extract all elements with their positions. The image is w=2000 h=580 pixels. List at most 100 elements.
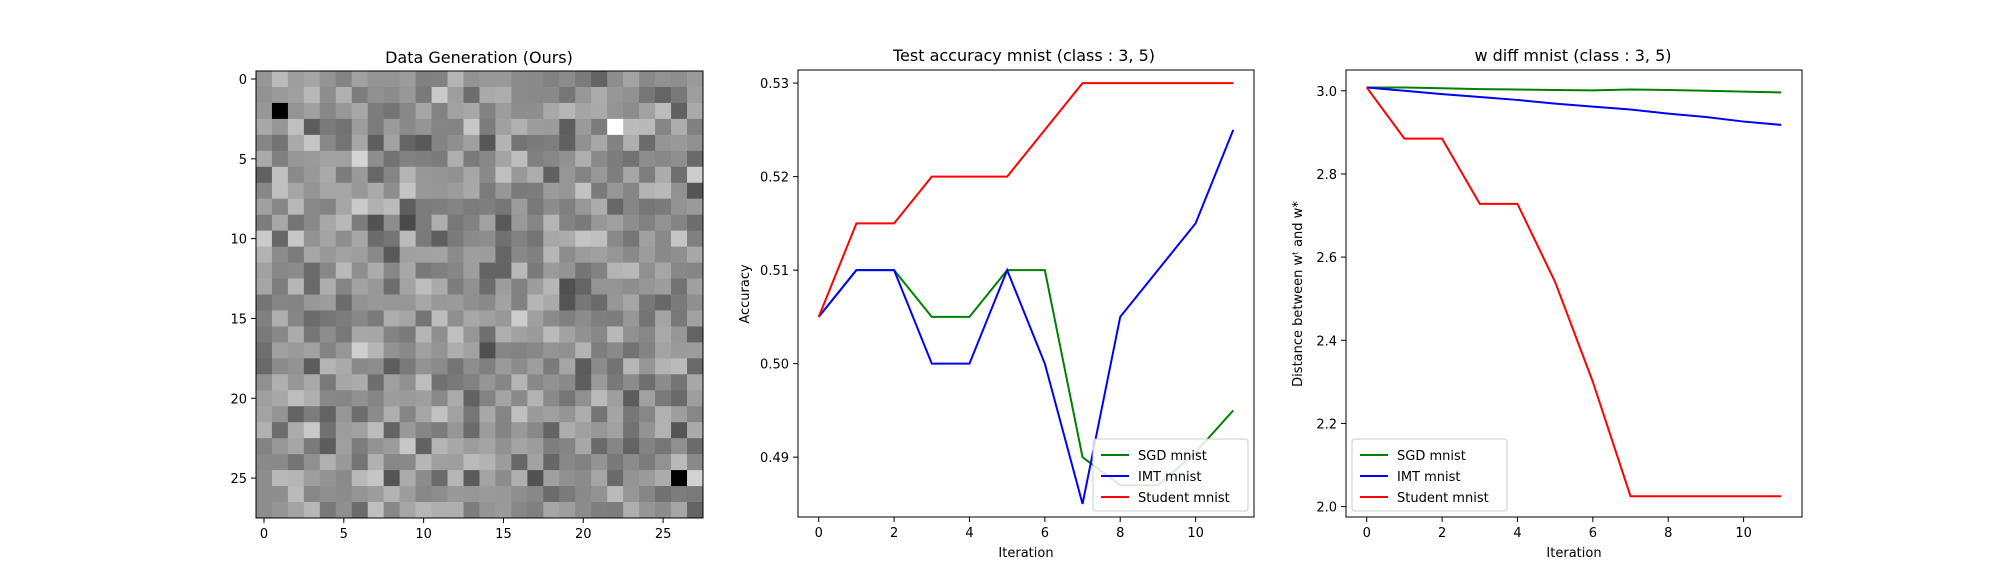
heatmap-cell: [559, 166, 576, 184]
heatmap-cell: [687, 86, 704, 104]
heatmap-cell: [575, 310, 592, 327]
heatmap-cell: [639, 358, 656, 375]
heatmap-cell: [319, 454, 337, 471]
heatmap-cell: [303, 86, 321, 104]
heatmap-cell: [367, 118, 385, 136]
heatmap-cell: [463, 182, 480, 200]
heatmap-cell: [303, 294, 321, 311]
heatmap-cell: [287, 294, 305, 311]
heatmap-cell: [351, 390, 369, 407]
accuracy-legend: SGD mnist IMT mnist Student mnist: [1092, 438, 1249, 512]
heatmap-cell: [415, 358, 432, 375]
heatmap-cell: [527, 150, 544, 168]
heatmap-cell: [543, 390, 560, 407]
heatmap-cell: [527, 374, 544, 391]
heatmap-cell: [319, 262, 337, 279]
heatmap-cell: [399, 470, 417, 487]
heatmap-cell: [383, 454, 401, 471]
heatmap-cell: [399, 294, 417, 311]
heatmap-cell: [655, 71, 672, 88]
heatmap-cell: [495, 150, 512, 168]
heatmap-cell: [655, 166, 672, 184]
heatmap-cell: [623, 358, 640, 375]
heatmap-cell: [383, 358, 401, 375]
heatmap-x-ticks: 0 5 10 15 20 25: [260, 518, 671, 542]
heatmap-cell: [671, 86, 688, 104]
heatmap-cell: [256, 246, 273, 263]
heatmap-cell: [335, 134, 353, 152]
heatmap-cell: [575, 134, 592, 152]
heatmap-cell: [271, 198, 289, 216]
heatmap-cell: [431, 326, 448, 343]
heatmap-cell: [383, 390, 401, 407]
heatmap-cell: [256, 486, 273, 503]
heatmap-cell: [367, 86, 385, 104]
heatmap-cell: [607, 342, 624, 359]
heatmap-cell: [559, 134, 576, 152]
heatmap-cell: [543, 438, 560, 455]
heatmap-cell: [527, 166, 544, 184]
heatmap-cell: [623, 118, 640, 136]
heatmap-cell: [511, 406, 528, 423]
heatmap-cell: [591, 406, 608, 423]
heatmap-cell: [623, 134, 640, 152]
heatmap-cell: [639, 406, 656, 423]
heatmap-cell: [607, 278, 624, 295]
heatmap-cell: [271, 214, 289, 232]
heatmap-cell: [607, 390, 624, 407]
heatmap-cell: [319, 374, 337, 391]
heatmap-cell: [447, 342, 464, 359]
heatmap-cell: [463, 71, 480, 88]
heatmap-cell: [607, 502, 624, 519]
heatmap-cell: [479, 166, 496, 184]
heatmap-cell: [383, 310, 401, 327]
heatmap-cell: [591, 294, 608, 311]
heatmap-cell: [559, 71, 576, 88]
heatmap-cell: [431, 422, 448, 439]
heatmap-cell: [415, 470, 432, 487]
heatmap-cell: [607, 134, 624, 152]
heatmap-cell: [447, 470, 464, 487]
heatmap-cell: [575, 342, 592, 359]
heatmap-cell: [495, 470, 512, 487]
heatmap-cell: [351, 326, 369, 343]
heatmap-cell: [479, 102, 496, 120]
heatmap-cell: [607, 150, 624, 168]
series-line: [1366, 86, 1782, 126]
heatmap-cell: [463, 86, 480, 104]
x-tick-label: 0: [815, 526, 823, 541]
heatmap-cell: [256, 230, 273, 247]
heatmap-cell: [303, 422, 321, 439]
x-tick-label: 20: [575, 527, 592, 542]
y-tick-label: 0.51: [760, 264, 789, 279]
heatmap-cell: [383, 278, 401, 295]
heatmap-cell: [335, 438, 353, 455]
heatmap-cell: [623, 422, 640, 439]
heatmap-cell: [319, 134, 337, 152]
heatmap-cell: [687, 422, 704, 439]
heatmap-cell: [543, 470, 560, 487]
heatmap-cell: [623, 390, 640, 407]
legend-label: SGD mnist: [1138, 449, 1207, 464]
y-tick-label: 3.0: [1316, 85, 1337, 100]
heatmap-cell: [431, 262, 448, 279]
heatmap-cell: [399, 310, 417, 327]
accuracy-y-label: Accuracy: [738, 264, 753, 324]
legend-box: [1351, 438, 1508, 512]
heatmap-cell: [431, 374, 448, 391]
heatmap-cell: [335, 502, 353, 519]
wdiff-lines: [1365, 86, 1782, 498]
heatmap-cell: [383, 374, 401, 391]
heatmap-cell: [463, 134, 480, 152]
heatmap-cell: [287, 342, 305, 359]
heatmap-cell: [623, 502, 640, 519]
heatmap-cell: [543, 502, 560, 519]
heatmap-cell: [303, 406, 321, 423]
heatmap-cell: [367, 278, 385, 295]
heatmap-cell: [687, 438, 704, 455]
heatmap-cell: [303, 71, 321, 88]
heatmap-cell: [495, 246, 512, 263]
heatmap-cell: [351, 102, 369, 120]
heatmap-frame: [255, 70, 704, 519]
heatmap-cell: [591, 326, 608, 343]
